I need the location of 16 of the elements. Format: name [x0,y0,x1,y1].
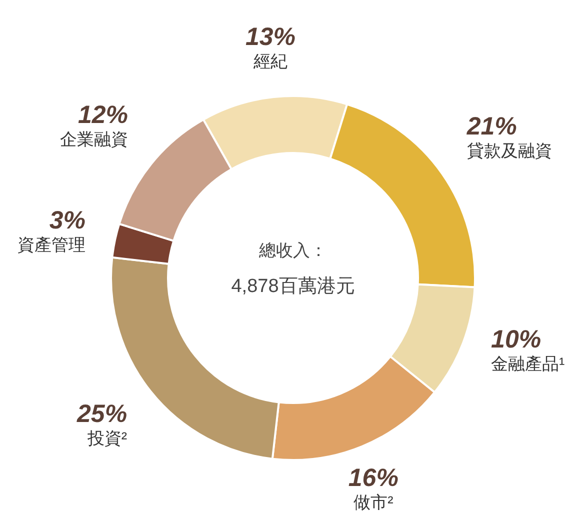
text: 總收入： [258,241,327,260]
slice-label: 投資² [86,428,128,448]
slice-label: 資產管理 [18,235,86,254]
slice-label: 經紀 [252,52,288,72]
data-label: 13% [245,23,296,52]
data-label: 16% [348,464,398,492]
data-label: 21% [466,112,517,141]
data-label: 10% [491,326,542,354]
data-label: 3% [49,206,86,234]
slice-label: 做市² [354,493,394,512]
slice-label: 貸款及融資 [466,142,552,161]
slice-label: 企業融資 [60,130,128,149]
data-label: 12% [78,100,128,129]
data-label: 25% [76,400,128,428]
slice-label: 金融產品¹ [491,354,566,374]
text: 4,878百萬港元 [231,276,355,297]
